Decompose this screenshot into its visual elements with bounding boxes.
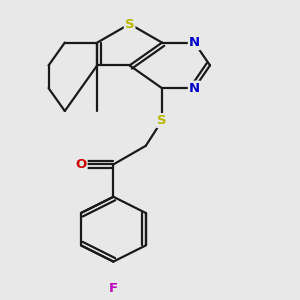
Text: S: S [125, 17, 134, 31]
Text: O: O [75, 158, 87, 171]
Text: S: S [157, 114, 167, 127]
Text: N: N [189, 36, 200, 49]
Text: N: N [189, 82, 200, 95]
Text: F: F [109, 282, 118, 295]
